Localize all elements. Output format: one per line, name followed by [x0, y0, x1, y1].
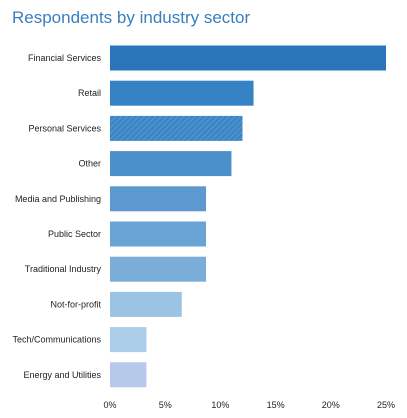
bar-media-and-publishing [110, 186, 207, 212]
category-label-retail: Retail [78, 88, 101, 98]
bar-financial-services [110, 45, 386, 71]
x-tick-label: 10% [211, 400, 229, 410]
x-tick-label: 0% [103, 400, 116, 410]
x-tick-label: 25% [377, 400, 395, 410]
category-label-financial-services: Financial Services [28, 53, 102, 63]
x-tick-label: 5% [159, 400, 172, 410]
bar-public-sector [110, 221, 207, 247]
category-label-other: Other [78, 159, 101, 169]
category-label-tech-communications: Tech/Communications [12, 335, 101, 345]
bar-retail [110, 80, 254, 106]
category-label-not-for-profit: Not-for-profit [50, 299, 101, 309]
bar-other [110, 151, 232, 177]
category-label-personal-services: Personal Services [28, 123, 101, 133]
x-tick-label: 15% [267, 400, 285, 410]
x-tick-label: 20% [322, 400, 340, 410]
category-label-public-sector: Public Sector [48, 229, 101, 239]
bar-traditional-industry [110, 256, 207, 282]
category-label-media-and-publishing: Media and Publishing [15, 194, 101, 204]
category-label-traditional-industry: Traditional Industry [25, 264, 102, 274]
bar-energy-and-utilities [110, 362, 147, 388]
chart-title: Respondents by industry sector [12, 8, 251, 27]
bar-personal-services [110, 115, 243, 141]
bar-not-for-profit [110, 291, 182, 317]
bar-tech-communications [110, 327, 147, 353]
category-label-energy-and-utilities: Energy and Utilities [23, 370, 101, 380]
